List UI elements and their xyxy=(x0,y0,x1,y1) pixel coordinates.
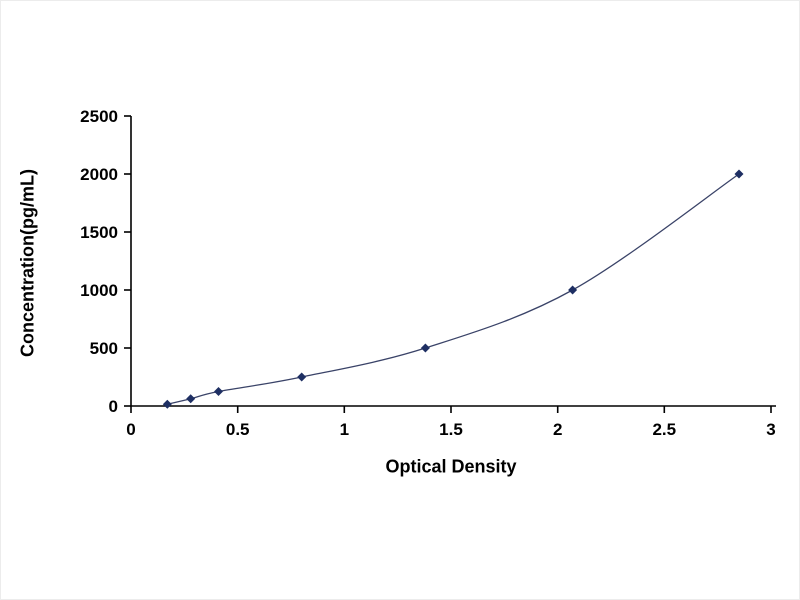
data-point-marker xyxy=(214,387,223,396)
y-tick-label: 1500 xyxy=(80,223,118,242)
y-tick-label: 1000 xyxy=(80,281,118,300)
x-axis-ticks: 0 0.5 1 1.5 2 2.5 3 xyxy=(126,406,776,439)
data-point-marker xyxy=(420,343,430,353)
x-tick-label: 1 xyxy=(340,420,349,439)
data-point-marker xyxy=(186,394,196,404)
data-point-marker xyxy=(734,169,744,179)
x-tick-label: 0 xyxy=(126,420,135,439)
x-tick-label: 2 xyxy=(553,420,562,439)
data-point-markers xyxy=(162,169,744,409)
y-tick-label: 500 xyxy=(90,339,118,358)
data-point-marker xyxy=(297,372,307,382)
x-tick-label: 2.5 xyxy=(652,420,676,439)
x-tick-label: 0.5 xyxy=(226,420,250,439)
x-tick-label: 1.5 xyxy=(439,420,463,439)
y-tick-label: 0 xyxy=(109,397,118,416)
y-axis-title: Concentration(pg/mL) xyxy=(17,169,38,357)
x-tick-label: 3 xyxy=(766,420,775,439)
y-tick-label: 2500 xyxy=(80,107,118,126)
data-point-marker xyxy=(568,285,578,295)
x-axis-title: Optical Density xyxy=(385,456,517,477)
data-point-marker xyxy=(162,399,172,409)
y-tick-label: 2000 xyxy=(80,165,118,184)
standard-curve-line xyxy=(167,173,740,405)
y-axis-ticks: 0 500 1000 1500 2000 2500 xyxy=(80,107,131,416)
